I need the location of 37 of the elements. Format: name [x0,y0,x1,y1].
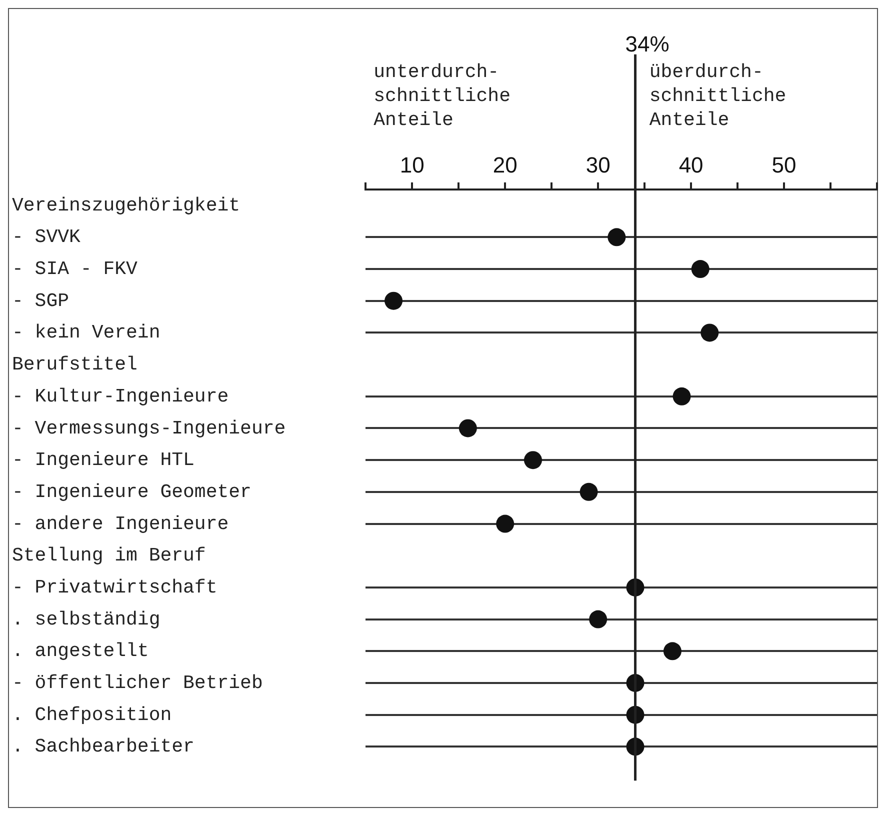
y-tick-label: - kein Verein [12,322,160,344]
y-tick-label: - Ingenieure HTL [12,449,194,472]
y-tick-label: . Sachbearbeiter [12,736,194,758]
x-tick-label: 40 [678,152,704,178]
point [691,260,710,278]
point [608,228,626,246]
y-tick-label: . Chefposition [12,704,172,726]
y-tick-label: Vereinszugehörigkeit [12,194,240,216]
point [496,514,514,533]
point [700,324,719,342]
y-tick-label: - Privatwirtschaft [12,576,218,598]
y-tick-label: - Ingenieure Geometer [12,480,252,503]
point [580,482,598,501]
point [663,642,682,660]
y-tick-label: - SVVK [12,226,82,248]
y-tick-label: Berufstitel [12,354,138,376]
y-tick-label: . selbständig [12,608,160,630]
point [458,419,477,438]
x-tick-label: 10 [400,152,424,178]
y-tick-label: - öffentlicher Betrieb [12,672,263,694]
x-tick-label: 30 [586,152,610,178]
point [524,451,542,470]
x-tick-label: 50 [772,152,796,178]
y-tick-label: - SGP [12,290,70,312]
y-tick-label: - SIA - FKV [12,258,138,280]
y-tick-label: . angestellt [12,640,149,662]
x-tick-label: 20 [492,152,518,178]
y-tick-label: Stellung im Beruf [12,544,206,567]
point [589,610,608,628]
point [384,292,403,310]
y-tick-label: - Kultur-Ingenieure [12,385,229,408]
y-tick-label: - Vermessungs-Ingenieure [12,417,286,440]
point [672,387,691,406]
text: unterdurch- schnittliche Anteile [374,60,510,131]
y-tick-label: - andere Ingenieure [12,512,229,535]
ref-line-label: 34% [625,31,670,56]
text: überdurch- schnittliche Anteile [649,60,786,131]
